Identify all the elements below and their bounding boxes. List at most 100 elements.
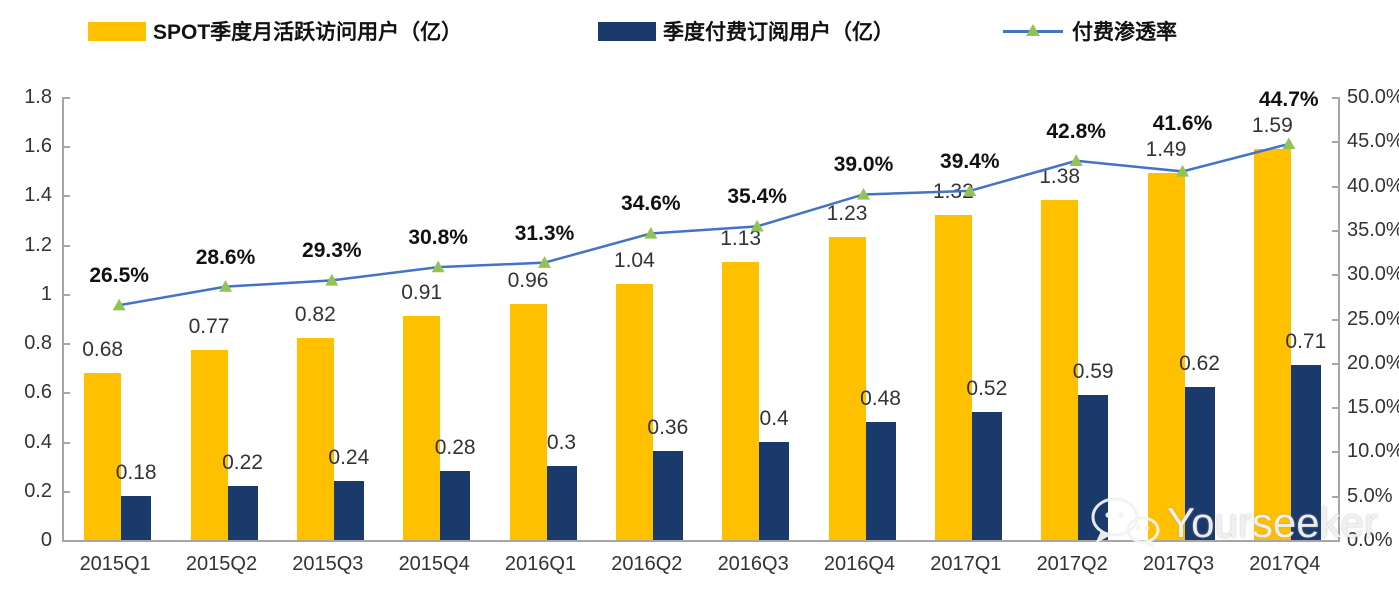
subscriber-bar (227, 485, 258, 540)
left-axis-tick-label: 1.8 (24, 86, 52, 108)
left-axis-tick (64, 490, 70, 493)
right-axis-tick-label: 45.0% (1347, 130, 1399, 153)
right-axis-tick (1332, 185, 1338, 188)
penetration-marker-triangle-icon (431, 260, 445, 273)
right-axis-tick (1332, 229, 1338, 232)
left-axis-tick (64, 146, 70, 149)
x-axis-label: 2017Q4 (1249, 553, 1321, 575)
mau-bar (296, 338, 334, 540)
mau-value-label: 0.82 (294, 303, 336, 327)
subscriber-value-label: 0.22 (222, 450, 263, 474)
mau-value-label: 1.04 (613, 249, 655, 273)
penetration-marker-triangle-icon (644, 226, 658, 239)
x-axis-line (62, 540, 1340, 542)
penetration-value-label: 26.5% (89, 264, 149, 288)
left-axis-tick-label: 0.4 (24, 430, 52, 453)
mau-value-label: 1.23 (826, 202, 868, 226)
mau-series-swatch (88, 21, 146, 41)
legend-label-subscribers: 季度付费订阅用户（亿） (663, 21, 894, 44)
penetration-marker-triangle-icon (325, 273, 339, 286)
right-axis-tick-label: 35.0% (1347, 218, 1399, 241)
right-axis-tick (1332, 97, 1338, 99)
right-axis-tick-label: 0.0% (1347, 529, 1393, 551)
penetration-marker-triangle-icon (1069, 154, 1083, 166)
penetration-line-path (118, 142, 1290, 307)
legend-item-subscribers: 季度付费订阅用户（亿） (598, 19, 894, 44)
right-axis-tick (1332, 362, 1338, 365)
subscriber-value-label: 0.24 (328, 445, 370, 469)
penetration-line-swatch (1003, 20, 1063, 42)
subscriber-bar (652, 451, 683, 540)
left-axis-tick-label: 1.2 (24, 233, 52, 256)
left-axis-tick-label: 1 (40, 282, 52, 305)
penetration-value-label: 35.4% (727, 185, 787, 209)
penetration-marker-triangle-icon (857, 187, 870, 200)
subscriber-bar (546, 466, 577, 540)
watermark: Yourseeker (1088, 494, 1378, 552)
penetration-value-label: 31.3% (514, 221, 575, 245)
penetration-value-label: 39.4% (940, 149, 1000, 173)
left-axis-tick (64, 392, 70, 395)
penetration-value-label: 29.3% (302, 239, 362, 263)
subscriber-bar (121, 495, 152, 540)
penetration-marker-triangle-icon (219, 280, 232, 292)
subscriber-bar (1290, 365, 1321, 540)
penetration-value-label: 39.0% (833, 153, 894, 177)
penetration-value-label: 30.8% (408, 226, 468, 250)
penetration-marker-triangle-icon (538, 256, 551, 268)
legend-item-penetration: 付费渗透率 (1003, 19, 1177, 44)
triangle-marker-icon (1026, 24, 1040, 36)
right-axis-tick-label: 10.0% (1347, 440, 1399, 463)
mau-bar (403, 316, 441, 540)
mau-value-label: 0.77 (188, 315, 230, 339)
right-axis-tick-label: 40.0% (1347, 174, 1399, 197)
x-axis-label: 2015Q4 (398, 553, 470, 575)
right-axis-tick-label: 20.0% (1347, 351, 1399, 374)
subscriber-value-label: 0.62 (1179, 352, 1220, 376)
right-axis-tick (1332, 141, 1338, 144)
x-axis-label: 2017Q2 (1036, 553, 1108, 575)
right-axis-tick-label: 5.0% (1347, 484, 1393, 507)
left-axis-tick (64, 293, 70, 296)
right-axis-tick (1332, 495, 1338, 498)
subscriber-bar (971, 412, 1002, 540)
subscriber-bar (1184, 387, 1215, 540)
x-axis-label: 2017Q3 (1142, 553, 1215, 575)
left-axis-tick-label: 1.6 (24, 135, 52, 158)
subscriber-value-label: 0.28 (434, 436, 476, 460)
mau-value-label: 1.38 (1039, 165, 1081, 189)
subscriber-bar (865, 421, 896, 540)
right-axis-tick (1332, 540, 1338, 542)
right-axis-tick (1332, 451, 1338, 454)
x-axis-label: 2017Q1 (930, 553, 1002, 575)
penetration-marker-triangle-icon (112, 298, 126, 311)
penetration-value-label: 28.6% (195, 245, 256, 269)
mau-value-label: 1.32 (932, 180, 974, 204)
wechat-chat-bubbles-icon (1091, 497, 1160, 549)
mau-bar (190, 350, 228, 540)
subscriber-value-label: 0.59 (1072, 359, 1114, 383)
penetration-value-label: 34.6% (621, 192, 681, 216)
subscribers-series-swatch (598, 21, 656, 41)
legend-label-mau: SPOT季度月活跃访问用户（亿） (153, 21, 463, 44)
penetration-value-label: 44.7% (1259, 87, 1319, 111)
subscriber-bar (759, 441, 790, 540)
subscriber-value-label: 0.71 (1285, 330, 1327, 354)
mau-value-label: 0.96 (507, 268, 549, 292)
left-axis-tick-label: 0.8 (24, 332, 52, 355)
right-axis-tick (1332, 407, 1338, 410)
left-axis-tick (64, 441, 70, 444)
left-axis-tick-label: 1.4 (24, 184, 52, 207)
subscriber-bar (333, 480, 364, 540)
left-axis-tick (64, 343, 70, 346)
mau-bar (722, 261, 760, 540)
subscriber-value-label: 0.36 (647, 416, 689, 440)
mau-value-label: 1.59 (1251, 113, 1293, 137)
mau-bar (84, 372, 122, 540)
left-axis-tick (64, 540, 70, 542)
mau-value-label: 0.91 (401, 281, 443, 305)
x-axis-label: 2016Q4 (823, 553, 896, 575)
left-axis-tick (64, 244, 70, 247)
subscriber-value-label: 0.3 (546, 431, 577, 455)
